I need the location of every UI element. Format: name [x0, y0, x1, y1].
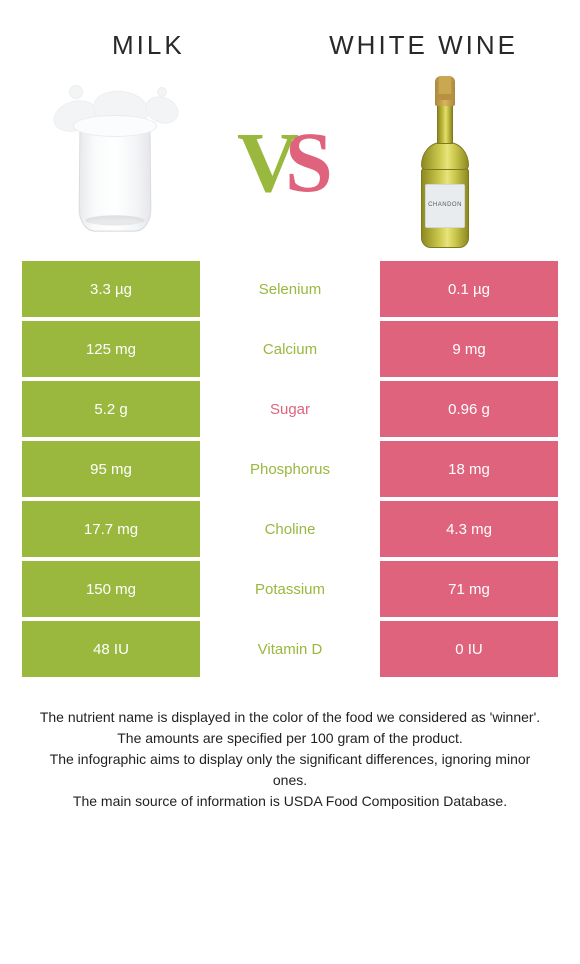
nutrient-name: Sugar [200, 381, 380, 437]
nutrient-name: Choline [200, 501, 380, 557]
nutrient-name: Calcium [200, 321, 380, 377]
svg-text:S: S [285, 114, 333, 210]
left-value: 17.7 mg [22, 501, 200, 557]
comparison-table: 3.3 µgSelenium0.1 µg125 mgCalcium9 mg5.2… [22, 261, 558, 677]
left-value: 48 IU [22, 621, 200, 677]
table-row: 5.2 gSugar0.96 g [22, 381, 558, 437]
left-value: 95 mg [22, 441, 200, 497]
footnote-line: The main source of information is USDA F… [32, 791, 548, 812]
infographic-root: MILK WHITE WINE [0, 0, 580, 812]
right-value: 0.96 g [380, 381, 558, 437]
right-food-image: CHANDON [360, 79, 530, 249]
milk-glass-icon [55, 89, 175, 239]
right-value: 18 mg [380, 441, 558, 497]
left-food-image [30, 79, 200, 249]
left-value: 3.3 µg [22, 261, 200, 317]
right-value: 9 mg [380, 321, 558, 377]
footnotes: The nutrient name is displayed in the co… [22, 707, 558, 812]
right-value: 71 mg [380, 561, 558, 617]
nutrient-name: Potassium [200, 561, 380, 617]
left-value: 125 mg [22, 321, 200, 377]
bottle-label: CHANDON [425, 184, 465, 228]
table-row: 125 mgCalcium9 mg [22, 321, 558, 377]
table-row: 3.3 µgSelenium0.1 µg [22, 261, 558, 317]
right-value: 0.1 µg [380, 261, 558, 317]
vs-icon: V S [205, 109, 355, 219]
right-value: 0 IU [380, 621, 558, 677]
footnote-line: The nutrient name is displayed in the co… [32, 707, 548, 728]
left-value: 150 mg [22, 561, 200, 617]
bottle-label-text: CHANDON [428, 202, 462, 208]
title-row: MILK WHITE WINE [22, 20, 558, 61]
footnote-line: The amounts are specified per 100 gram o… [32, 728, 548, 749]
right-food-title: WHITE WINE [329, 30, 518, 61]
table-row: 95 mgPhosphorus18 mg [22, 441, 558, 497]
nutrient-name: Vitamin D [200, 621, 380, 677]
nutrient-name: Phosphorus [200, 441, 380, 497]
wine-bottle-icon: CHANDON [410, 76, 480, 252]
hero-row: V S CHANDON [22, 69, 558, 259]
right-value: 4.3 mg [380, 501, 558, 557]
left-food-title: MILK [112, 30, 185, 61]
table-row: 17.7 mgCholine4.3 mg [22, 501, 558, 557]
nutrient-name: Selenium [200, 261, 380, 317]
table-row: 48 IUVitamin D0 IU [22, 621, 558, 677]
table-row: 150 mgPotassium71 mg [22, 561, 558, 617]
vs-label: V S [205, 109, 355, 219]
left-value: 5.2 g [22, 381, 200, 437]
footnote-line: The infographic aims to display only the… [32, 749, 548, 791]
